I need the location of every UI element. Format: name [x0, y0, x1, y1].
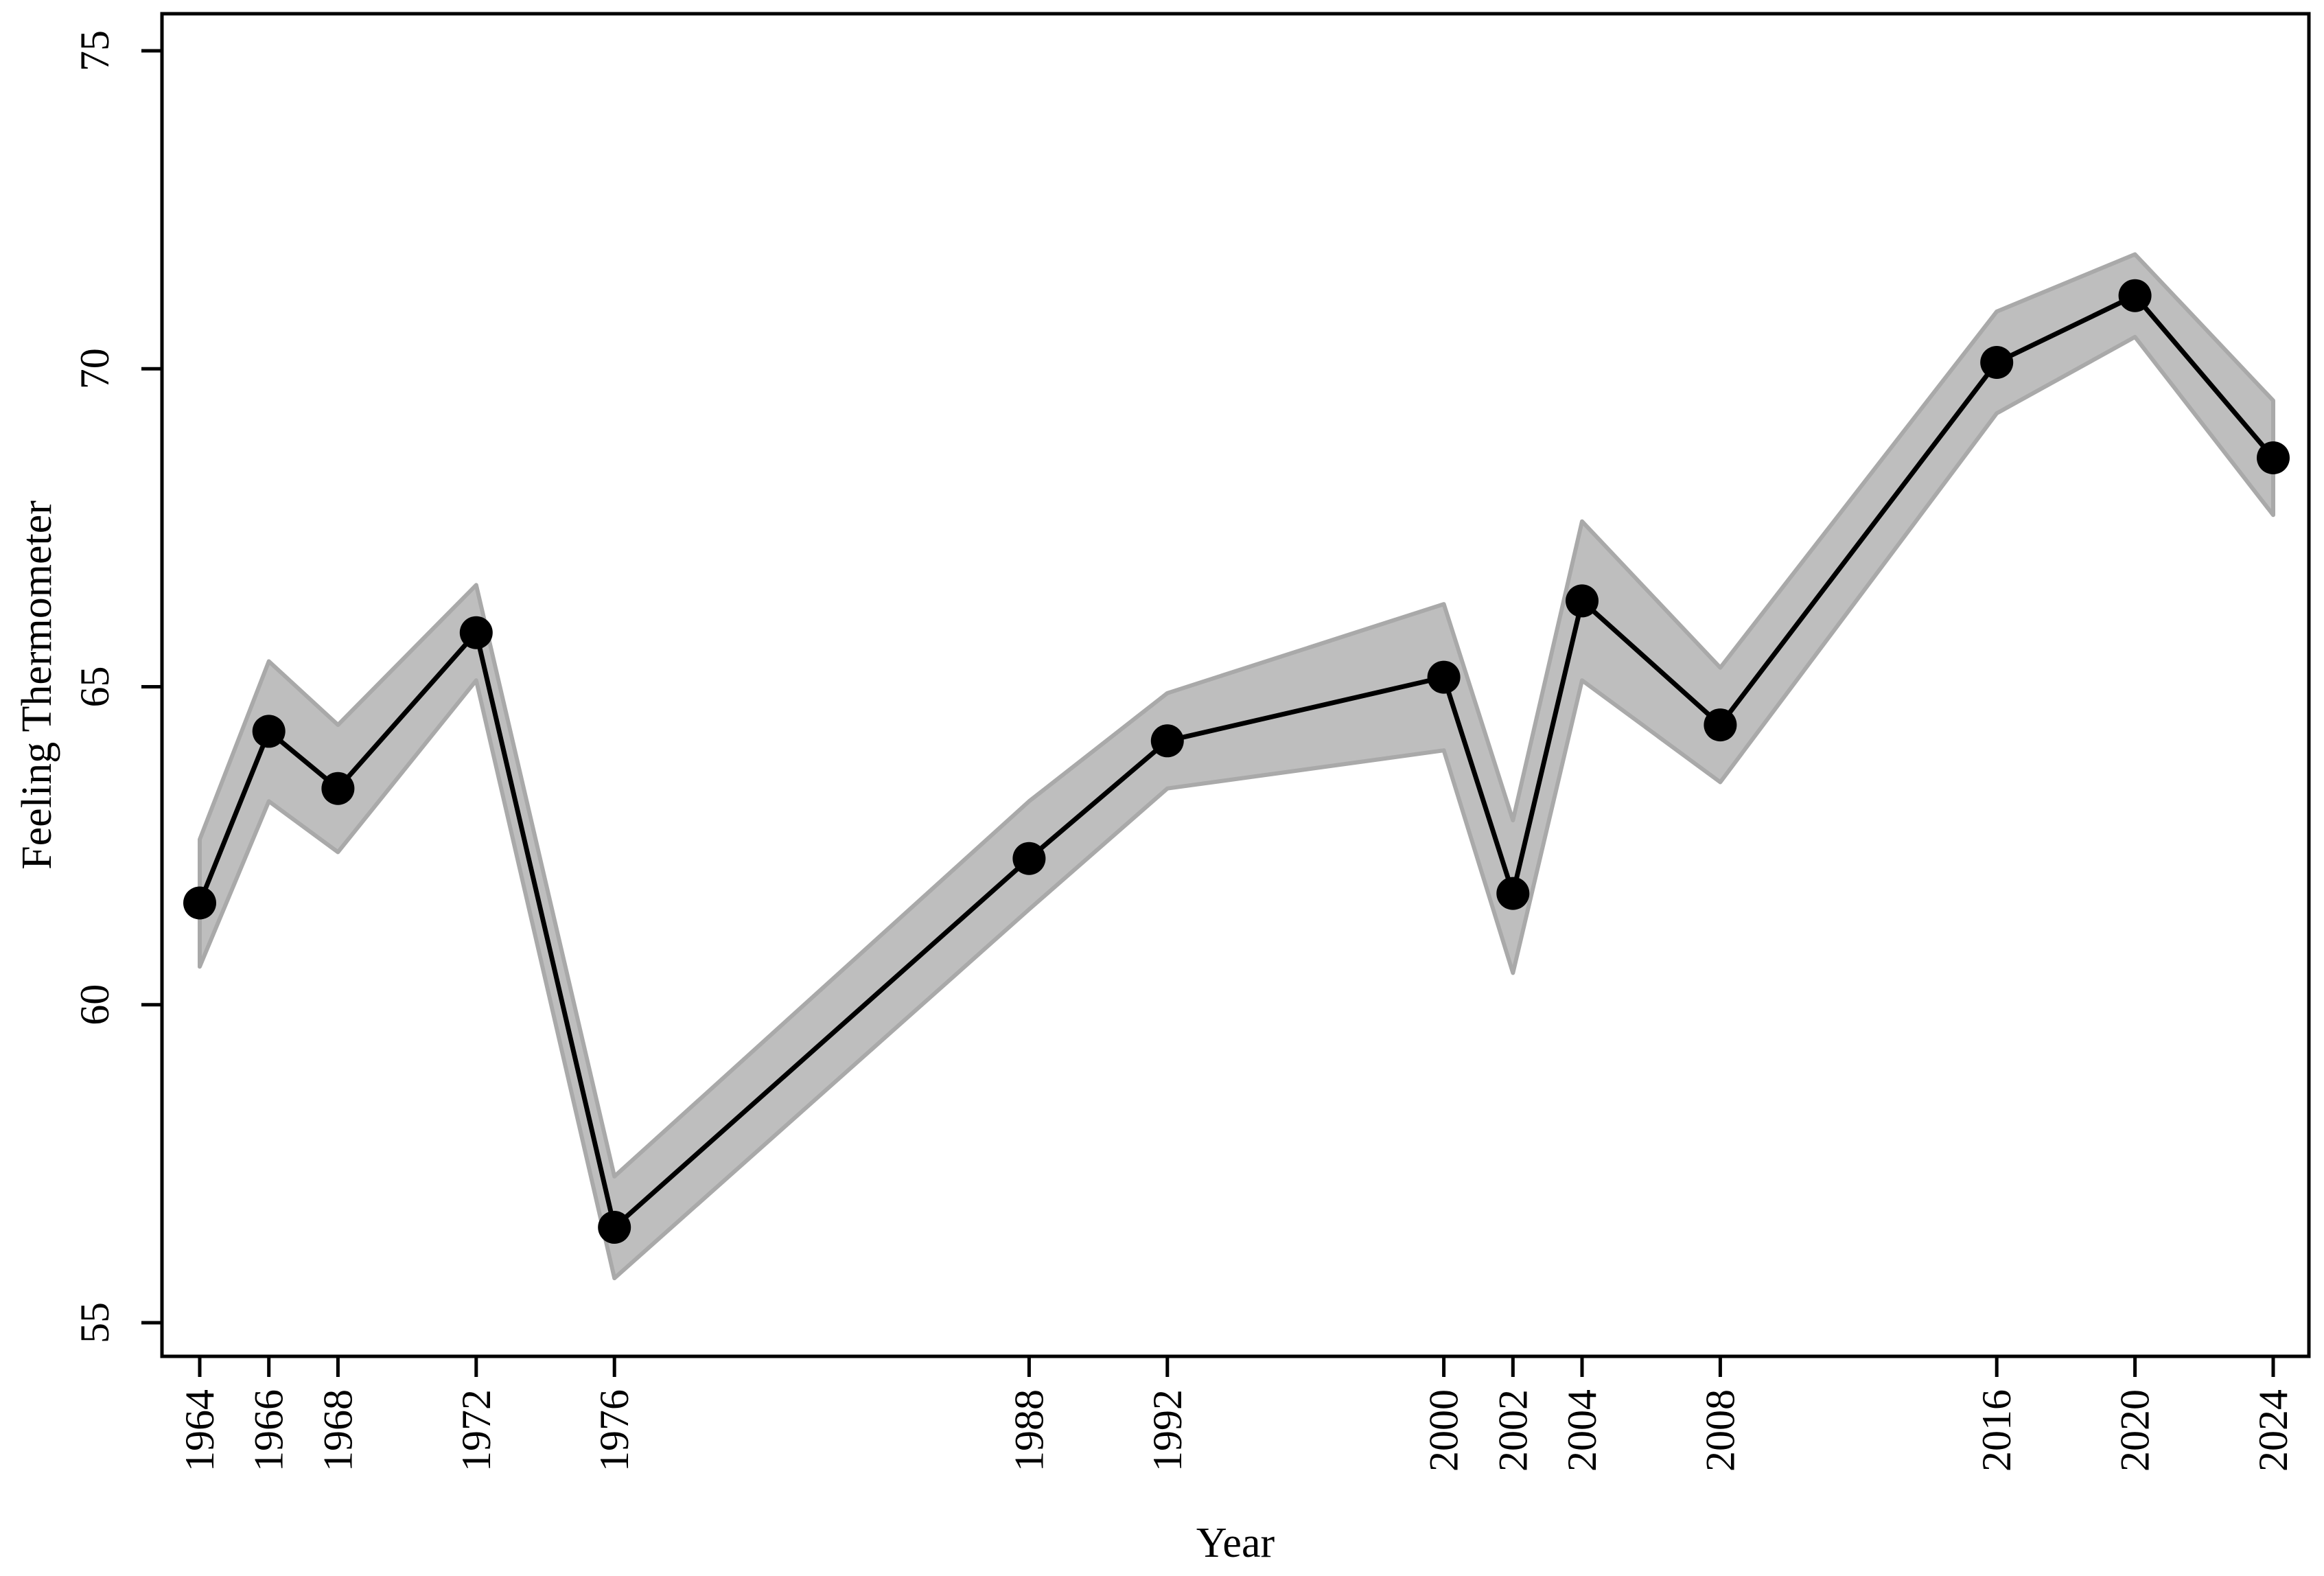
data-point-1968 — [321, 772, 355, 805]
y-tick-label-60: 60 — [72, 984, 117, 1025]
series-line-layer — [197, 293, 2275, 1230]
x-tick-label-2002: 2002 — [1490, 1389, 1535, 1472]
data-point-1992 — [1150, 724, 1184, 758]
confidence-band — [198, 252, 2275, 1281]
x-tick-label-2000: 2000 — [1421, 1389, 1467, 1472]
x-tick-label-1992: 1992 — [1145, 1389, 1190, 1472]
series-line — [197, 293, 2275, 1230]
data-point-2024 — [2257, 441, 2290, 474]
x-tick-label-1966: 1966 — [246, 1389, 292, 1472]
data-point-1976 — [598, 1211, 631, 1244]
data-point-1988 — [1012, 842, 1046, 875]
x-tick-label-2004: 2004 — [1559, 1389, 1605, 1472]
y-tick-label-55: 55 — [72, 1302, 117, 1343]
data-point-2004 — [1566, 584, 1599, 618]
data-point-2000 — [1427, 660, 1461, 694]
data-point-1964 — [183, 886, 216, 920]
y-axis: 55 60 65 70 75 — [72, 30, 162, 1343]
x-tick-label-1976: 1976 — [592, 1389, 637, 1472]
x-tick-label-1968: 1968 — [315, 1389, 360, 1472]
x-tick-label-1964: 1964 — [177, 1389, 222, 1472]
x-tick-label-2024: 2024 — [2251, 1389, 2296, 1472]
data-point-2020 — [2118, 279, 2152, 312]
x-tick-label-2016: 2016 — [1974, 1389, 2019, 1472]
data-point-layer — [183, 279, 2290, 1244]
x-axis-title: Year — [1196, 1520, 1275, 1566]
y-tick-label-65: 65 — [72, 667, 117, 708]
data-point-1966 — [252, 715, 286, 748]
y-axis-title: Feeling Thermometer — [14, 500, 60, 870]
x-tick-label-2020: 2020 — [2113, 1389, 2158, 1472]
y-tick-label-75: 75 — [72, 30, 117, 71]
x-tick-label-2008: 2008 — [1697, 1389, 1743, 1472]
x-tick-label-1988: 1988 — [1006, 1389, 1051, 1472]
x-tick-label-1972: 1972 — [454, 1389, 499, 1472]
data-point-2008 — [1704, 708, 1737, 742]
data-point-2016 — [1980, 346, 2014, 379]
y-tick-label-70: 70 — [72, 348, 117, 389]
confidence-band-layer — [198, 252, 2275, 1281]
data-point-1972 — [459, 616, 493, 649]
x-axis: 1964 1966 1968 1972 1976 1988 1992 2000 2002 2004… — [177, 1356, 2296, 1472]
data-point-2002 — [1496, 877, 1530, 910]
